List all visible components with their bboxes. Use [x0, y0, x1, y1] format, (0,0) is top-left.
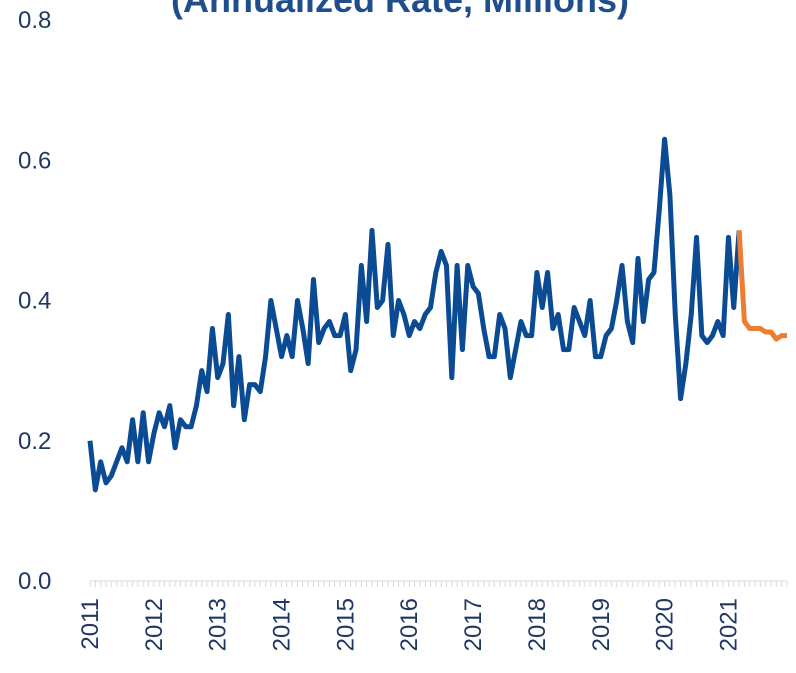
y-tick-label: 0.0 [18, 568, 51, 595]
x-tick-label: 2019 [588, 598, 615, 651]
x-tick-label: 2016 [396, 598, 423, 651]
y-tick-label: 0.4 [18, 288, 51, 315]
x-tick-label: 2015 [332, 598, 359, 651]
x-tick-label: 2013 [205, 598, 232, 651]
y-tick-label: 0.6 [18, 147, 51, 174]
x-tick-label: 2017 [460, 598, 487, 651]
series-line [736, 230, 787, 342]
x-tick-label: 2018 [524, 598, 551, 651]
y-tick-label: 0.2 [18, 428, 51, 455]
series-line [87, 136, 742, 493]
x-tick-label: 2012 [141, 598, 168, 651]
chart-title: (Annualized Rate, Millions) [171, 0, 629, 20]
x-tick-label: 2011 [77, 598, 104, 650]
y-tick-label: 0.8 [18, 7, 51, 34]
x-tick-label: 2020 [652, 598, 679, 651]
x-tick-label: 2014 [269, 598, 296, 651]
x-tick-label: 2021 [715, 598, 742, 651]
